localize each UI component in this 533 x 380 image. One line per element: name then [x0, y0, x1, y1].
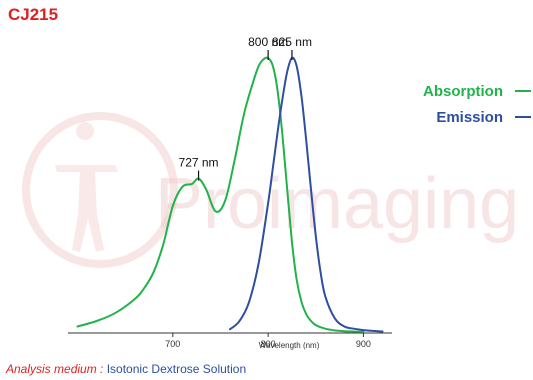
x-axis-label: Wavelength (nm) [259, 341, 320, 350]
legend: Absorption Emission [423, 78, 533, 130]
analysis-medium-label: Analysis medium : [6, 362, 104, 376]
analysis-medium-value: Isotonic Dextrose Solution [106, 362, 247, 376]
series-layer [76, 56, 384, 333]
watermark-circle [22, 112, 178, 268]
series-line-absorption [76, 56, 365, 333]
watermark-text: Proimaging [155, 164, 519, 244]
legend-swatch-absorption [515, 90, 531, 92]
peak-label: 727 nm [179, 156, 219, 170]
peak-label: 825 nm [272, 35, 312, 49]
x-tick-label: 900 [356, 339, 371, 349]
series-line-emission [229, 56, 384, 333]
x-tick-label: 800 [261, 339, 276, 349]
legend-label-emission: Emission [436, 108, 503, 126]
peak-label: 800 nm [248, 35, 288, 49]
legend-item-absorption: Absorption [423, 78, 533, 104]
watermark-figure [55, 122, 118, 252]
legend-swatch-emission [515, 116, 531, 118]
legend-item-emission: Emission [423, 104, 533, 130]
proimaging-watermark: Proimaging [22, 112, 519, 268]
analysis-medium: Analysis medium : Isotonic Dextrose Solu… [6, 362, 246, 376]
x-tick-label: 700 [165, 339, 180, 349]
legend-label-absorption: Absorption [423, 82, 503, 100]
x-axis-ticks: 700 800 900 Wavelength (nm) [165, 333, 371, 350]
chart-title: CJ215 [8, 5, 59, 24]
